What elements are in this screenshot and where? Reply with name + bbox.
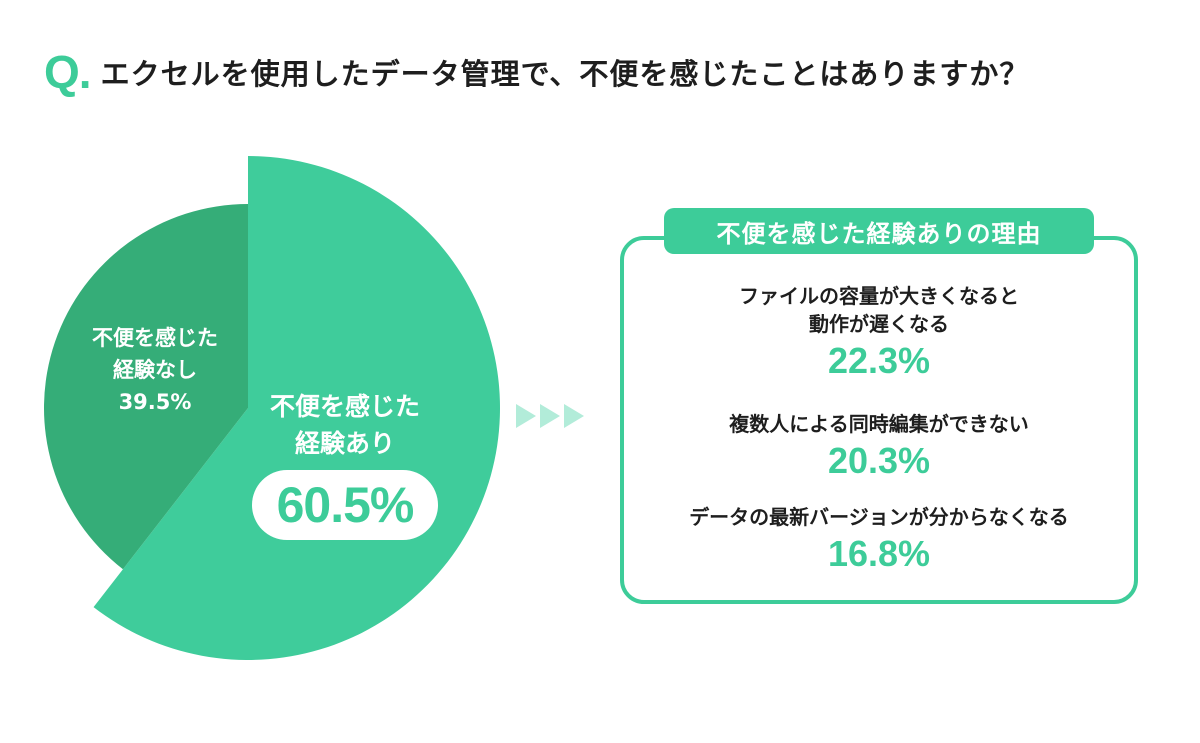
question-mark: Q. bbox=[44, 46, 92, 98]
reasons-heading: 不便を感じた経験ありの理由 bbox=[664, 208, 1094, 254]
pie-label-no-line2: 経験なし bbox=[113, 358, 197, 382]
pie-label-no: 不便を感じた 経験なし 39.5% bbox=[60, 322, 250, 418]
reason-value: 22.3% bbox=[827, 340, 931, 381]
pie-label-yes-line2: 経験あり bbox=[294, 429, 395, 458]
reason-value: 16.8% bbox=[827, 533, 931, 574]
question-text: エクセルを使用したデータ管理で、不便を感じたことはありますか？ bbox=[100, 57, 1030, 91]
reason-value: 20.3% bbox=[827, 440, 931, 481]
pie-slice-no bbox=[43, 204, 248, 570]
arrow-icon bbox=[540, 404, 560, 428]
pie-value-yes: 60.5% bbox=[252, 470, 438, 540]
pie-value-no: 39.5% bbox=[118, 390, 192, 414]
arrow-indicator bbox=[516, 404, 584, 428]
reason-text: 動作が遅くなる bbox=[809, 312, 949, 336]
arrow-icon bbox=[516, 404, 536, 428]
reason-text: ファイルの容量が大きくなると bbox=[739, 284, 1019, 308]
reason-item: ファイルの容量が大きくなると 動作が遅くなる 22.3% bbox=[640, 282, 1118, 384]
pie-label-yes: 不便を感じた 経験あり bbox=[250, 388, 440, 462]
reason-text: データの最新バージョンが分からなくなる bbox=[689, 505, 1069, 529]
reason-item: 複数人による同時編集ができない 20.3% bbox=[640, 410, 1118, 484]
reason-item: データの最新バージョンが分からなくなる 16.8% bbox=[640, 503, 1118, 577]
arrow-icon bbox=[564, 404, 584, 428]
question-title: Q. エクセルを使用したデータ管理で、不便を感じたことはありますか？ bbox=[44, 44, 1029, 100]
pie-label-yes-line1: 不便を感じた bbox=[269, 392, 420, 421]
reason-text: 複数人による同時編集ができない bbox=[729, 412, 1029, 436]
pie-label-no-line1: 不便を感じた bbox=[92, 326, 218, 350]
